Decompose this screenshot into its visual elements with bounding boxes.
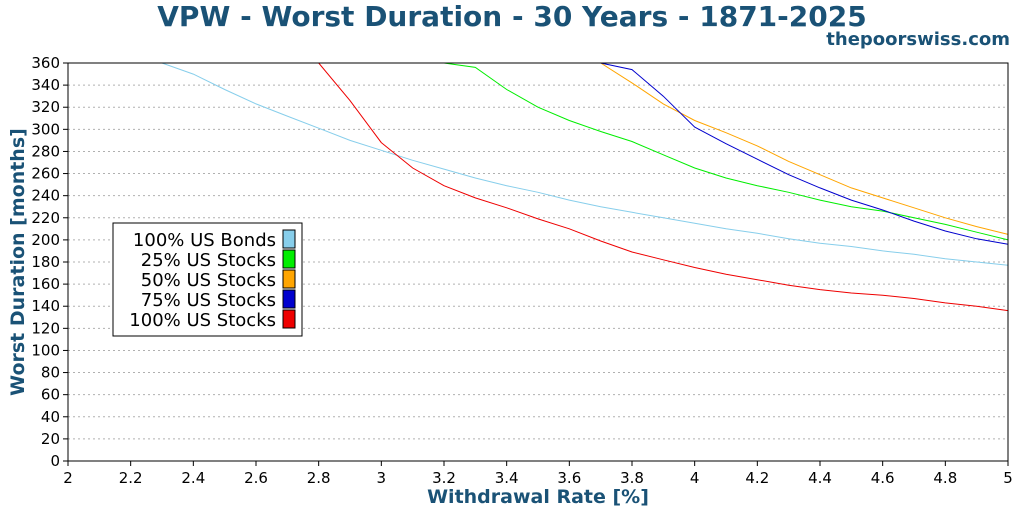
x-tick-label: 3.2 xyxy=(432,469,456,487)
series-line-0 xyxy=(68,62,1009,266)
y-tick-label: 100 xyxy=(31,341,60,359)
legend-swatch xyxy=(282,269,296,289)
legend-swatch xyxy=(282,309,296,329)
y-tick-label: 140 xyxy=(31,297,60,315)
y-tick-label: 280 xyxy=(31,142,60,160)
y-tick-label: 240 xyxy=(31,187,60,205)
x-axis-title: Withdrawal Rate [%] xyxy=(427,486,649,508)
x-tick-label: 2.2 xyxy=(119,469,143,487)
x-tick-label: 4 xyxy=(690,469,700,487)
y-tick-label: 200 xyxy=(31,231,60,249)
y-tick-label: 220 xyxy=(31,209,60,227)
x-axis-tick-labels: 2 2.2 2.4 2.6 2.8 3 3.2 3.4 3.6 3.8 4 4.2 4.4 4.6 4.8 5 xyxy=(63,469,1013,487)
watermark: thepoorswiss.com xyxy=(826,29,1010,50)
y-tick-label: 0 xyxy=(50,452,60,470)
x-tick-label: 3 xyxy=(377,469,387,487)
x-tick-label: 4.2 xyxy=(745,469,769,487)
y-tick-label: 180 xyxy=(31,253,60,271)
y-tick-label: 360 xyxy=(31,54,60,72)
y-tick-label: 320 xyxy=(31,98,60,116)
x-tick-label: 3.8 xyxy=(620,469,644,487)
legend-label: 75% US Stocks xyxy=(141,290,276,311)
series-line-3 xyxy=(68,62,1009,245)
legend-label: 100% US Stocks xyxy=(129,310,276,331)
y-tick-label: 160 xyxy=(31,275,60,293)
legend-label: 25% US Stocks xyxy=(141,250,276,271)
legend-label: 100% US Bonds xyxy=(133,230,276,251)
y-tick-label: 20 xyxy=(41,430,60,448)
x-tick-label: 5 xyxy=(1003,469,1013,487)
x-tick-label: 4.4 xyxy=(808,469,832,487)
x-tick-label: 2.8 xyxy=(307,469,331,487)
x-tick-label: 3.4 xyxy=(495,469,519,487)
y-tick-label: 80 xyxy=(41,364,60,382)
x-tick-label: 3.6 xyxy=(557,469,581,487)
axis-ticks xyxy=(63,62,1009,466)
y-tick-label: 120 xyxy=(31,319,60,337)
y-tick-label: 260 xyxy=(31,165,60,183)
legend-swatch xyxy=(282,249,296,269)
x-tick-label: 4.6 xyxy=(871,469,895,487)
y-tick-label: 60 xyxy=(41,386,60,404)
x-tick-label: 4.8 xyxy=(933,469,957,487)
y-axis-title: Worst Duration [months] xyxy=(7,128,29,396)
legend-swatch xyxy=(282,289,296,309)
x-tick-label: 2.4 xyxy=(181,469,205,487)
y-tick-label: 300 xyxy=(31,120,60,138)
legend-label: 50% US Stocks xyxy=(141,270,276,291)
x-tick-label: 2.6 xyxy=(244,469,268,487)
y-tick-label: 40 xyxy=(41,408,60,426)
x-tick-label: 2 xyxy=(63,469,73,487)
chart-title: VPW - Worst Duration - 30 Years - 1871-2… xyxy=(157,0,867,33)
y-tick-label: 340 xyxy=(31,76,60,94)
legend-swatch xyxy=(282,229,296,249)
legend-box xyxy=(112,222,303,337)
y-axis-tick-labels: 0 20 40 60 80 100 120 140 160 180 200 220 240 260 280 3… xyxy=(31,54,60,470)
